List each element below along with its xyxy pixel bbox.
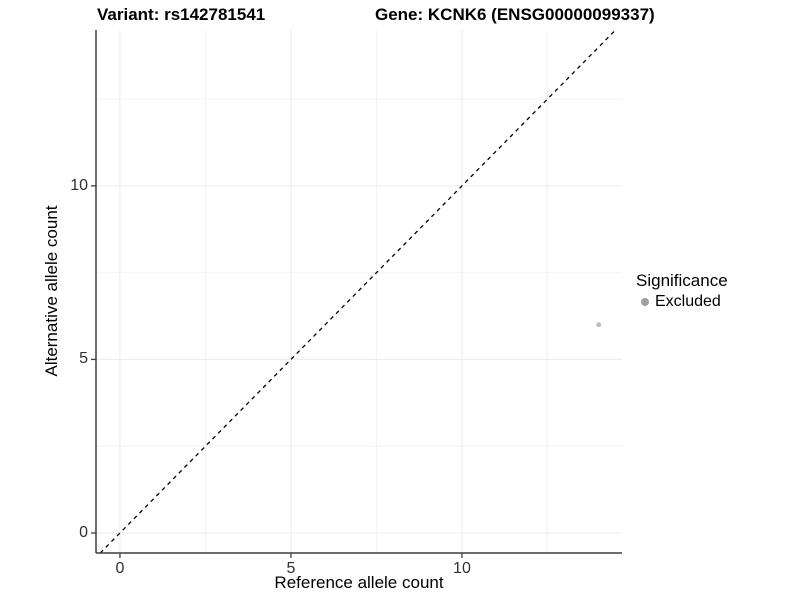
x-tick-label: 10 (453, 560, 471, 577)
legend-point-icon (640, 298, 649, 306)
legend-key (636, 294, 653, 311)
x-tick-label: 5 (286, 560, 296, 577)
y-tick-label: 10 (70, 176, 88, 194)
plot-title-gene: Gene: KCNK6 (ENSG00000099337) (375, 5, 655, 24)
y-tick-label: 0 (79, 524, 88, 541)
legend: Significance Excluded (636, 271, 728, 311)
data-point (596, 322, 602, 328)
plot-title-variant: Variant: rs142781541 (97, 5, 266, 24)
x-axis-title: Reference allele count (274, 573, 444, 592)
identity-dashed-line (99, 29, 616, 554)
legend-item-label: Excluded (655, 293, 721, 310)
legend-item-excluded: Excluded (636, 293, 728, 311)
legend-title: Significance (636, 271, 728, 290)
x-tick-label: 0 (115, 560, 125, 577)
y-tick-label: 5 (79, 350, 88, 368)
y-axis-title: Alternative allele count (42, 205, 61, 377)
